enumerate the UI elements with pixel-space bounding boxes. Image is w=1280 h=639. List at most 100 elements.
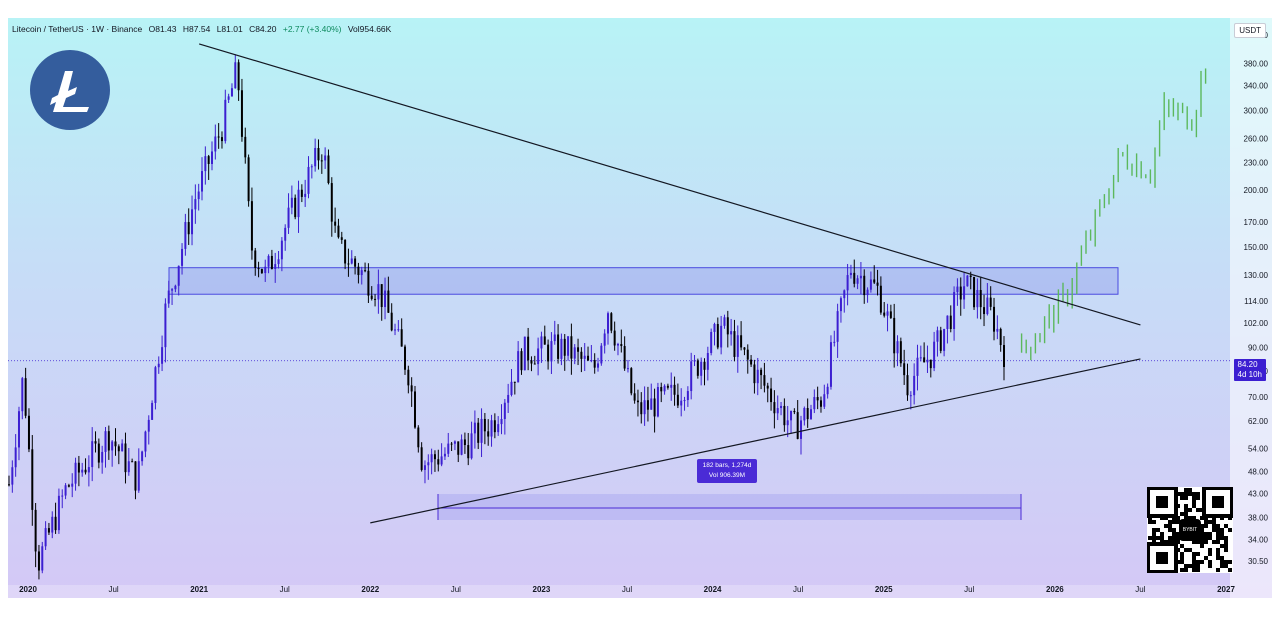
high-value: H87.54 xyxy=(182,24,211,34)
candle-body xyxy=(91,441,94,468)
candle-body xyxy=(124,443,127,473)
candle-body xyxy=(34,509,37,552)
candle-body xyxy=(470,433,473,459)
candle-body xyxy=(147,419,150,432)
candle-body xyxy=(726,317,729,335)
qr-module xyxy=(1200,544,1204,548)
y-tick-label: 48.00 xyxy=(1248,468,1269,477)
qr-module xyxy=(1208,520,1212,524)
candle-body xyxy=(563,338,566,356)
candle-body xyxy=(310,166,313,168)
qr-module xyxy=(1216,568,1220,572)
candle-body xyxy=(107,431,110,451)
y-tick-label: 150.00 xyxy=(1244,243,1269,252)
qr-module xyxy=(1220,536,1224,540)
qr-module xyxy=(1216,540,1220,544)
y-tick-label: 90.00 xyxy=(1248,344,1269,353)
candle-body xyxy=(547,344,550,362)
qr-code: BYBIT xyxy=(1146,486,1234,574)
qr-finder xyxy=(1146,542,1178,574)
candle-body xyxy=(849,272,852,276)
candle-body xyxy=(187,222,190,235)
candle-body xyxy=(227,96,230,100)
candle-body xyxy=(427,462,430,466)
candle-body xyxy=(909,395,912,397)
candle-body xyxy=(287,207,290,228)
candle-body xyxy=(400,329,403,347)
qr-module xyxy=(1184,492,1188,496)
candle-body xyxy=(390,312,393,331)
candle-body xyxy=(819,400,822,407)
candle-body xyxy=(716,324,719,348)
qr-module xyxy=(1212,524,1216,528)
qr-module xyxy=(1224,536,1228,540)
qr-module xyxy=(1188,488,1192,492)
candle-body xyxy=(696,360,699,376)
candle-body xyxy=(670,384,673,388)
qr-module xyxy=(1188,508,1192,512)
candle-body xyxy=(61,495,64,497)
candle-body xyxy=(314,147,317,167)
qr-finder-center xyxy=(1156,552,1168,564)
candle-body xyxy=(490,420,493,437)
candle-body xyxy=(766,385,769,389)
qr-module xyxy=(1192,552,1196,556)
qr-module xyxy=(1200,524,1204,528)
candle-body xyxy=(610,313,613,331)
qr-module xyxy=(1180,552,1184,556)
price-axis xyxy=(1230,18,1272,598)
qr-module xyxy=(1204,540,1208,544)
qr-module xyxy=(1188,548,1192,552)
candle-body xyxy=(413,391,416,428)
candle-body xyxy=(573,347,576,359)
y-tick-label: 340.00 xyxy=(1244,82,1269,91)
price-chart[interactable]: 440.00380.00340.00300.00260.00230.00200.… xyxy=(8,18,1272,598)
candle-body xyxy=(843,290,846,299)
qr-module xyxy=(1192,560,1196,564)
candle-body xyxy=(14,447,17,468)
chart-frame[interactable]: 440.00380.00340.00300.00260.00230.00200.… xyxy=(8,18,1272,598)
x-tick-label: 2024 xyxy=(704,585,722,594)
candle-body xyxy=(167,290,170,304)
qr-module xyxy=(1184,512,1188,516)
candle-body xyxy=(879,285,882,313)
candle-body xyxy=(686,391,689,401)
qr-module xyxy=(1208,564,1212,568)
candle-body xyxy=(720,325,723,348)
candle-body xyxy=(97,443,100,463)
qr-module xyxy=(1156,536,1160,540)
candle-body xyxy=(440,456,443,465)
x-tick-label: 2021 xyxy=(190,585,208,594)
candle-body xyxy=(410,385,413,392)
candle-body xyxy=(557,334,560,359)
candle-body xyxy=(580,351,583,359)
qr-module xyxy=(1224,544,1228,548)
candle-body xyxy=(560,338,563,359)
candle-body xyxy=(966,275,969,287)
candle-body xyxy=(876,282,879,286)
candle-body xyxy=(956,286,959,293)
y-tick-label: 260.00 xyxy=(1244,134,1269,143)
candle-body xyxy=(204,156,207,172)
candle-body xyxy=(949,315,952,330)
qr-module xyxy=(1204,520,1208,524)
candle-body xyxy=(806,408,809,420)
litecoin-icon xyxy=(50,71,89,112)
candle-body xyxy=(839,298,842,312)
candle-body xyxy=(443,453,446,457)
currency-button[interactable]: USDT xyxy=(1234,23,1266,38)
candle-body xyxy=(357,266,360,276)
candle-body xyxy=(54,516,57,531)
candle-body xyxy=(317,147,320,161)
qr-module xyxy=(1216,532,1220,536)
candle-body xyxy=(374,298,377,300)
qr-module xyxy=(1192,500,1196,504)
candle-body xyxy=(750,359,753,365)
candle-body xyxy=(866,289,869,296)
candle-body xyxy=(370,295,373,299)
qr-module xyxy=(1220,564,1224,568)
qr-module xyxy=(1160,532,1164,536)
candle-body xyxy=(230,88,233,97)
candle-body xyxy=(430,454,433,463)
candle-body xyxy=(487,431,490,437)
